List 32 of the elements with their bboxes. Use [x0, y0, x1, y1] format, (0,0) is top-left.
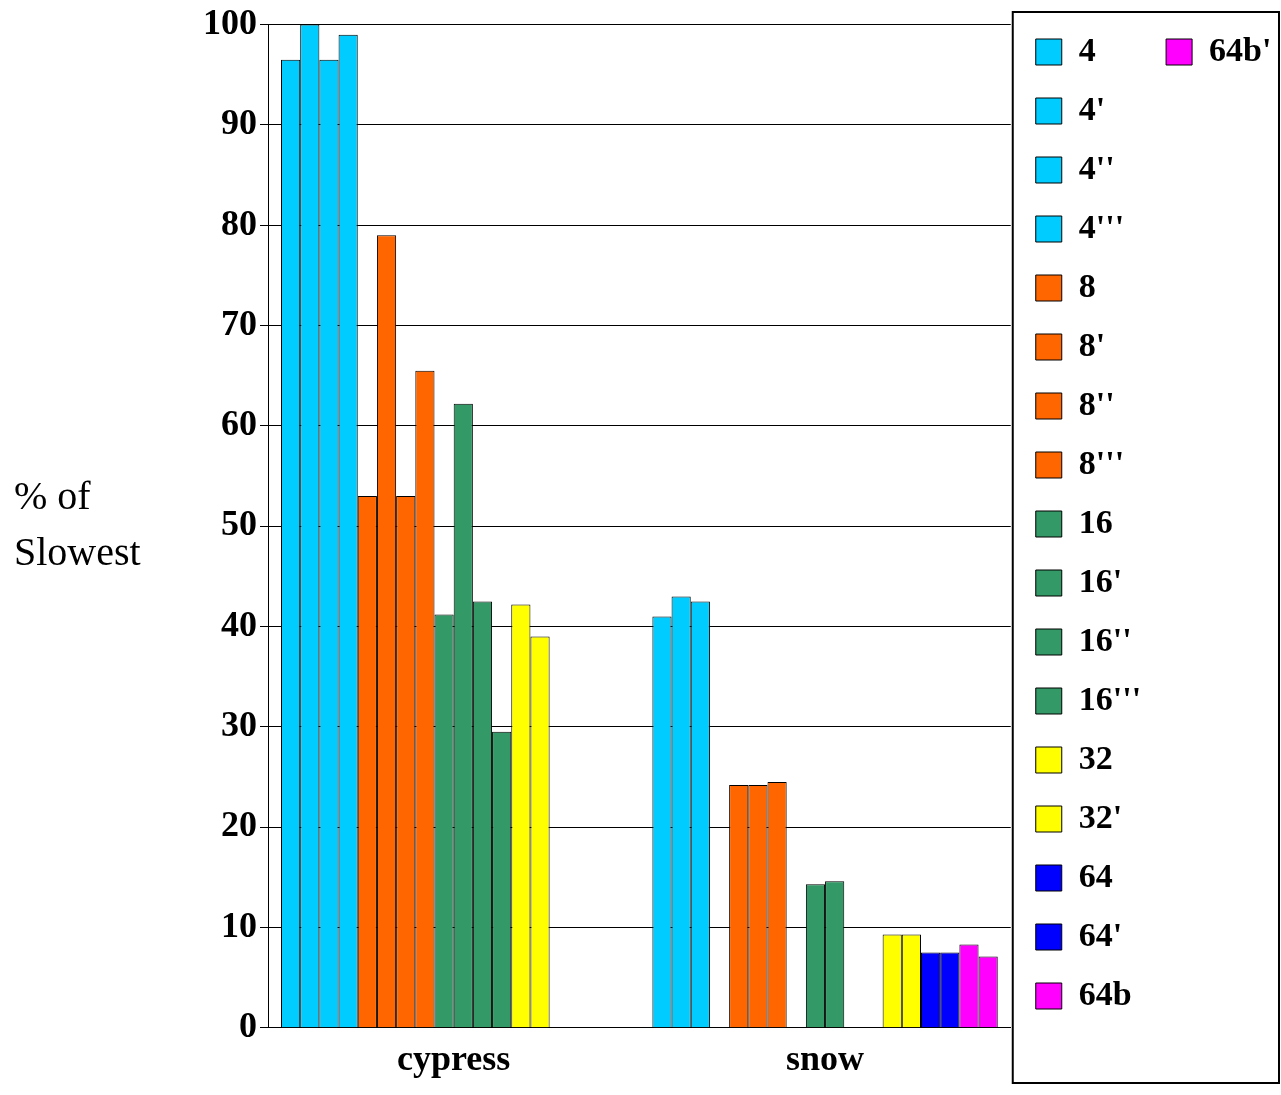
legend-label: 8: [1078, 266, 1096, 304]
y-tick-label: 100: [203, 1, 257, 42]
y-tick-label: 40: [221, 603, 257, 644]
legend-label: 64b': [1209, 30, 1272, 68]
legend-label: 16: [1078, 502, 1113, 540]
legend-label: 4': [1078, 89, 1106, 127]
y-tick-label: 20: [221, 804, 257, 845]
y-tick-label: 10: [221, 904, 257, 945]
y-tick-label: 0: [239, 1005, 257, 1046]
legend-label: 8': [1078, 325, 1106, 363]
legend-label: 16''': [1078, 679, 1142, 717]
legend-label: 64: [1078, 856, 1113, 894]
y-tick-label: 70: [221, 302, 257, 343]
y-axis-title: % of Slowest: [14, 472, 141, 574]
legend-label: 32': [1078, 797, 1123, 835]
y-tick-label: 30: [221, 704, 257, 745]
legend-label: 64b: [1078, 974, 1132, 1012]
legend-label: 4'': [1078, 148, 1115, 186]
legend-label: 16'': [1078, 620, 1132, 658]
legend-label: 32: [1078, 738, 1113, 776]
legend-label: 64': [1078, 915, 1123, 953]
y-tick-label: 90: [221, 102, 257, 143]
y-tick-label: 80: [221, 202, 257, 243]
x-tick-label: cypress: [397, 1037, 511, 1078]
legend-label: 4''': [1078, 207, 1125, 245]
legend-label: 8''': [1078, 443, 1125, 481]
y-tick-label: 50: [221, 503, 257, 544]
x-tick-label: snow: [786, 1037, 865, 1078]
y-tick-label: 60: [221, 403, 257, 444]
legend-label: 8'': [1078, 384, 1115, 422]
legend-label: 4: [1078, 30, 1096, 68]
legend-label: 16': [1078, 561, 1123, 599]
